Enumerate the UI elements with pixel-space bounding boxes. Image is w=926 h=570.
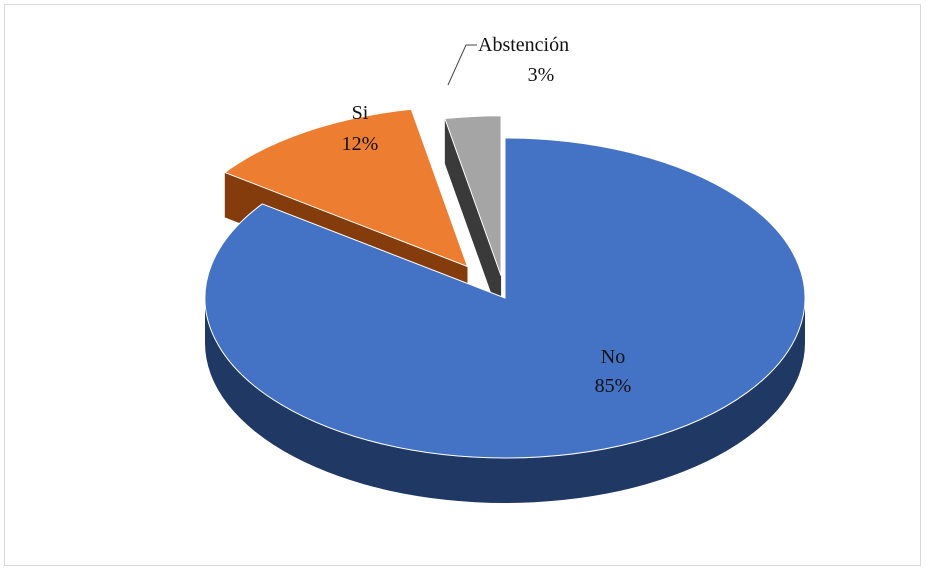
slice-pct-no: 85% bbox=[595, 375, 632, 397]
leader-line-abstencion bbox=[447, 44, 477, 86]
slice-abstencion bbox=[444, 115, 502, 276]
slice-label-no: No bbox=[601, 346, 625, 368]
slices-layer bbox=[204, 108, 806, 503]
slice-side-abstencion bbox=[444, 118, 502, 321]
slice-pct-abstencion: 3% bbox=[528, 64, 555, 86]
slice-pct-si: 12% bbox=[342, 133, 379, 155]
slice-label-abstencion: Abstención bbox=[478, 34, 569, 56]
labels-layer: No 85% Si 12% Abstención 3% bbox=[342, 34, 632, 397]
slice-no bbox=[204, 137, 806, 459]
slice-label-si: Si bbox=[352, 102, 369, 124]
slice-si bbox=[223, 108, 469, 268]
